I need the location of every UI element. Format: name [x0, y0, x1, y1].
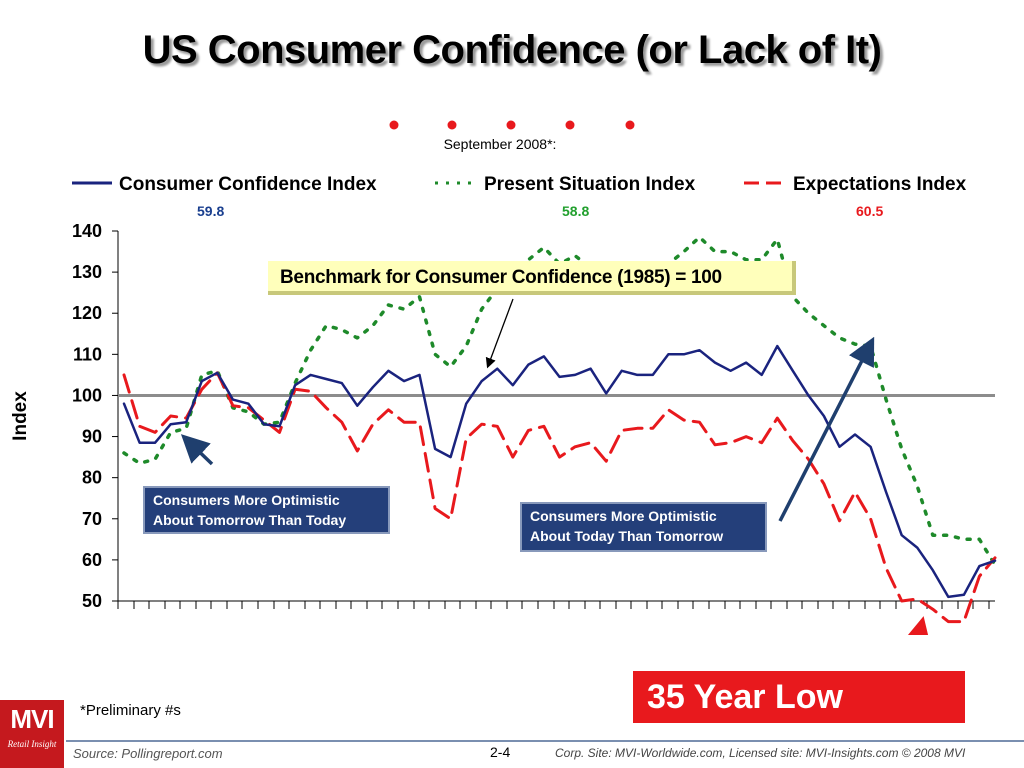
callout-line: About Today Than Tomorrow — [530, 528, 724, 544]
legend-dotted-line-icon — [435, 181, 478, 185]
logo-text: MVI — [10, 704, 54, 734]
page-title: US Consumer Confidence (or Lack of It) — [142, 28, 882, 72]
callout-line: Consumers More Optimistic — [530, 508, 717, 524]
y-tick-label: 130 — [72, 262, 102, 282]
legend-solid-line-icon — [72, 181, 112, 185]
footnote: *Preliminary #s — [80, 702, 181, 719]
source-note: Source: Pollingreport.com — [73, 746, 223, 761]
line-chart: 50 60 70 80 90 100 110 120 130 140 Index — [10, 221, 997, 635]
y-tick-label: 110 — [73, 344, 102, 364]
callout-line: About Tomorrow Than Today — [153, 512, 347, 528]
y-tick-label: 60 — [82, 550, 102, 570]
legend-consumer-confidence: Consumer Confidence Index — [119, 174, 377, 195]
callout-optimistic-tomorrow: Consumers More Optimistic About Tomorrow… — [143, 486, 390, 534]
chart-annotations — [180, 298, 931, 635]
footer-divider — [66, 740, 1024, 742]
benchmark-label: Benchmark for Consumer Confidence (1985)… — [268, 261, 796, 295]
logo-subtext: Retail Insight — [7, 739, 57, 749]
bullet-dot-icon — [625, 120, 635, 130]
copyright-line: Corp. Site: MVI-Worldwide.com, Licensed … — [555, 746, 966, 760]
series-lines — [122, 235, 997, 624]
callout-optimistic-today: Consumers More Optimistic About Today Th… — [520, 502, 767, 552]
y-tick-label: 120 — [72, 303, 102, 323]
page-number: 2-4 — [490, 744, 511, 760]
bullet-dots — [389, 120, 635, 130]
value-expectations: 60.5 — [856, 203, 884, 219]
arrow-up-left-icon — [180, 434, 214, 466]
y-tick-label: 90 — [82, 427, 102, 447]
chart-axes: 50 60 70 80 90 100 110 120 130 140 Index — [10, 221, 995, 611]
series-line-consumer-confidence-index — [122, 344, 997, 599]
benchmark-pointer-arrow — [485, 298, 514, 369]
callout-line: Consumers More Optimistic — [153, 492, 340, 508]
arrow-up-right-icon — [778, 336, 875, 522]
value-present-situation: 58.8 — [562, 203, 590, 219]
mvi-logo: MVI Retail Insight — [0, 700, 64, 768]
y-tick-label: 140 — [72, 221, 102, 241]
arrow-up-red-icon — [903, 616, 931, 635]
y-tick-label: 80 — [82, 468, 102, 488]
value-consumer-confidence: 59.8 — [197, 203, 225, 219]
legend-dashed-line-icon — [744, 181, 788, 185]
y-tick-label: 70 — [82, 509, 102, 529]
bullet-dot-icon — [447, 120, 457, 130]
y-tick-label: 50 — [82, 591, 102, 611]
y-axis-label: Index — [10, 391, 31, 441]
september-label: September 2008*: — [443, 136, 557, 152]
bullet-dot-icon — [565, 120, 575, 130]
bullet-dot-icon — [389, 120, 399, 130]
y-tick-label: 100 — [72, 385, 102, 405]
low-label: 35 Year Low — [633, 671, 965, 723]
legend-expectations: Expectations Index — [793, 174, 967, 195]
legend-present-situation: Present Situation Index — [484, 174, 696, 195]
bullet-dot-icon — [506, 120, 516, 130]
